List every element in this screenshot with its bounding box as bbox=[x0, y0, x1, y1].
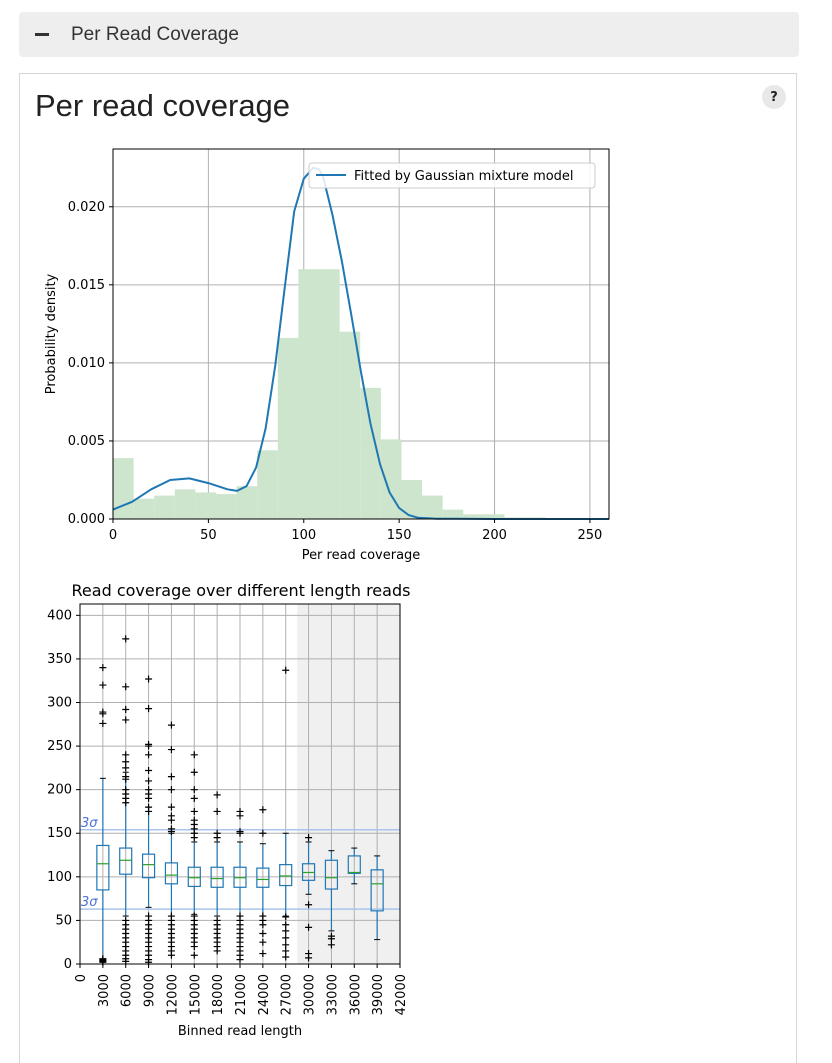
chart2-outlier bbox=[145, 795, 152, 802]
chart2-outlier bbox=[168, 746, 175, 753]
chart2-xtick-label: 36000 bbox=[348, 974, 363, 1015]
chart2-outlier bbox=[282, 941, 289, 948]
chart2-outlier bbox=[122, 764, 129, 771]
chart2-outlier bbox=[191, 786, 198, 793]
chart2-outlier bbox=[191, 834, 198, 841]
chart2-outlier bbox=[282, 667, 289, 674]
chart2-outlier bbox=[191, 943, 198, 950]
chart2-outlier bbox=[168, 952, 175, 959]
chart2-xtick-label: 27000 bbox=[280, 974, 295, 1015]
chart2-outlier bbox=[259, 830, 266, 837]
chart2-outlier bbox=[122, 799, 129, 806]
chart2-outlier bbox=[145, 767, 152, 774]
chart2-outlier bbox=[191, 795, 198, 802]
chart2-outlier bbox=[237, 812, 244, 819]
chart2-xtick-label: 42000 bbox=[394, 974, 409, 1015]
chart2-outlier bbox=[145, 705, 152, 712]
chart2-outlier bbox=[282, 954, 289, 961]
chart2-outlier bbox=[191, 769, 198, 776]
chart2-shaded-region bbox=[297, 604, 400, 964]
chart2-sigma-label: 3σ bbox=[81, 895, 98, 910]
chart2-outlier bbox=[259, 950, 266, 957]
chart2-outlier bbox=[145, 675, 152, 682]
chart2-ytick-label: 250 bbox=[47, 739, 72, 754]
chart2-outlier bbox=[145, 751, 152, 758]
chart2-ytick-label: 200 bbox=[47, 783, 72, 798]
chart2-outlier bbox=[122, 706, 129, 713]
chart2-xtick-label: 6000 bbox=[120, 974, 135, 1007]
chart2-ytick-label: 150 bbox=[47, 826, 72, 841]
chart2-ytick-label: 400 bbox=[47, 608, 72, 623]
chart2-ytick-label: 0 bbox=[64, 957, 72, 972]
chart2-outlier bbox=[122, 635, 129, 642]
chart2-xtick-label: 15000 bbox=[188, 974, 203, 1015]
chart2-outlier bbox=[259, 930, 266, 937]
chart2-outlier bbox=[122, 751, 129, 758]
chart2-outlier bbox=[99, 664, 106, 671]
chart2-outlier bbox=[259, 939, 266, 946]
chart2-outlier bbox=[191, 808, 198, 815]
chart2-y-ticks: 0 50 100 150 200 250 300 350 400 bbox=[47, 608, 80, 972]
chart2-outlier bbox=[214, 808, 221, 815]
chart2-outlier bbox=[282, 921, 289, 928]
chart2-outlier bbox=[145, 777, 152, 784]
chart2-ytick-label: 50 bbox=[55, 913, 72, 928]
chart2-outlier bbox=[99, 710, 106, 717]
chart2-outlier bbox=[122, 716, 129, 723]
chart2-outlier bbox=[214, 947, 221, 954]
chart2-outlier bbox=[191, 751, 198, 758]
chart2-outlier bbox=[122, 758, 129, 765]
chart2-xtick-label: 39000 bbox=[371, 974, 386, 1015]
chart2-xtick-label: 24000 bbox=[257, 974, 272, 1015]
chart2-outlier bbox=[214, 791, 221, 798]
chart2-xtick-label: 12000 bbox=[165, 974, 180, 1015]
chart2-outlier bbox=[282, 927, 289, 934]
chart2-xtick-label: 0 bbox=[74, 974, 89, 982]
chart2-xtick-label: 18000 bbox=[211, 974, 226, 1015]
chart2-outlier bbox=[145, 743, 152, 750]
chart2-x-ticks: 0 3000 6000 9000 12000 15000 18000 21000 24000 27… bbox=[74, 964, 409, 1015]
chart2-xtick-label: 3000 bbox=[97, 974, 112, 1007]
chart2-outlier bbox=[145, 808, 152, 815]
chart2-outlier bbox=[237, 830, 244, 837]
chart2-ytick-label: 350 bbox=[47, 652, 72, 667]
chart2-outlier bbox=[191, 952, 198, 959]
chart2-ytick-label: 300 bbox=[47, 695, 72, 710]
chart2-ytick-label: 100 bbox=[47, 870, 72, 885]
chart2-xlabel: Binned read length bbox=[178, 1024, 302, 1039]
chart2-outlier bbox=[282, 934, 289, 941]
chart2-xtick-label: 9000 bbox=[143, 974, 158, 1007]
chart2-xtick-label: 30000 bbox=[303, 974, 318, 1015]
chart2-outlier bbox=[168, 804, 175, 811]
chart2-outlier bbox=[168, 773, 175, 780]
chart2-outlier bbox=[99, 682, 106, 689]
chart2-outlier bbox=[282, 947, 289, 954]
chart2-outlier bbox=[282, 913, 289, 920]
chart2-title: Read coverage over different length read… bbox=[72, 581, 411, 600]
chart2-box-group bbox=[120, 635, 132, 965]
chart2-xtick-label: 33000 bbox=[325, 974, 340, 1015]
chart2-outlier bbox=[214, 834, 221, 841]
chart2-outlier bbox=[168, 722, 175, 729]
chart2-outlier bbox=[168, 786, 175, 793]
chart2-outlier bbox=[99, 720, 106, 727]
chart2-outlier bbox=[259, 921, 266, 928]
chart2-shade-rect bbox=[297, 604, 400, 964]
chart2-outlier bbox=[259, 806, 266, 813]
chart2-outlier bbox=[122, 683, 129, 690]
chart2-xtick-label: 21000 bbox=[234, 974, 249, 1015]
chart2-sigma-label: 3σ bbox=[81, 816, 98, 831]
chart2-outlier bbox=[237, 956, 244, 963]
chart2-outlier bbox=[168, 817, 175, 824]
